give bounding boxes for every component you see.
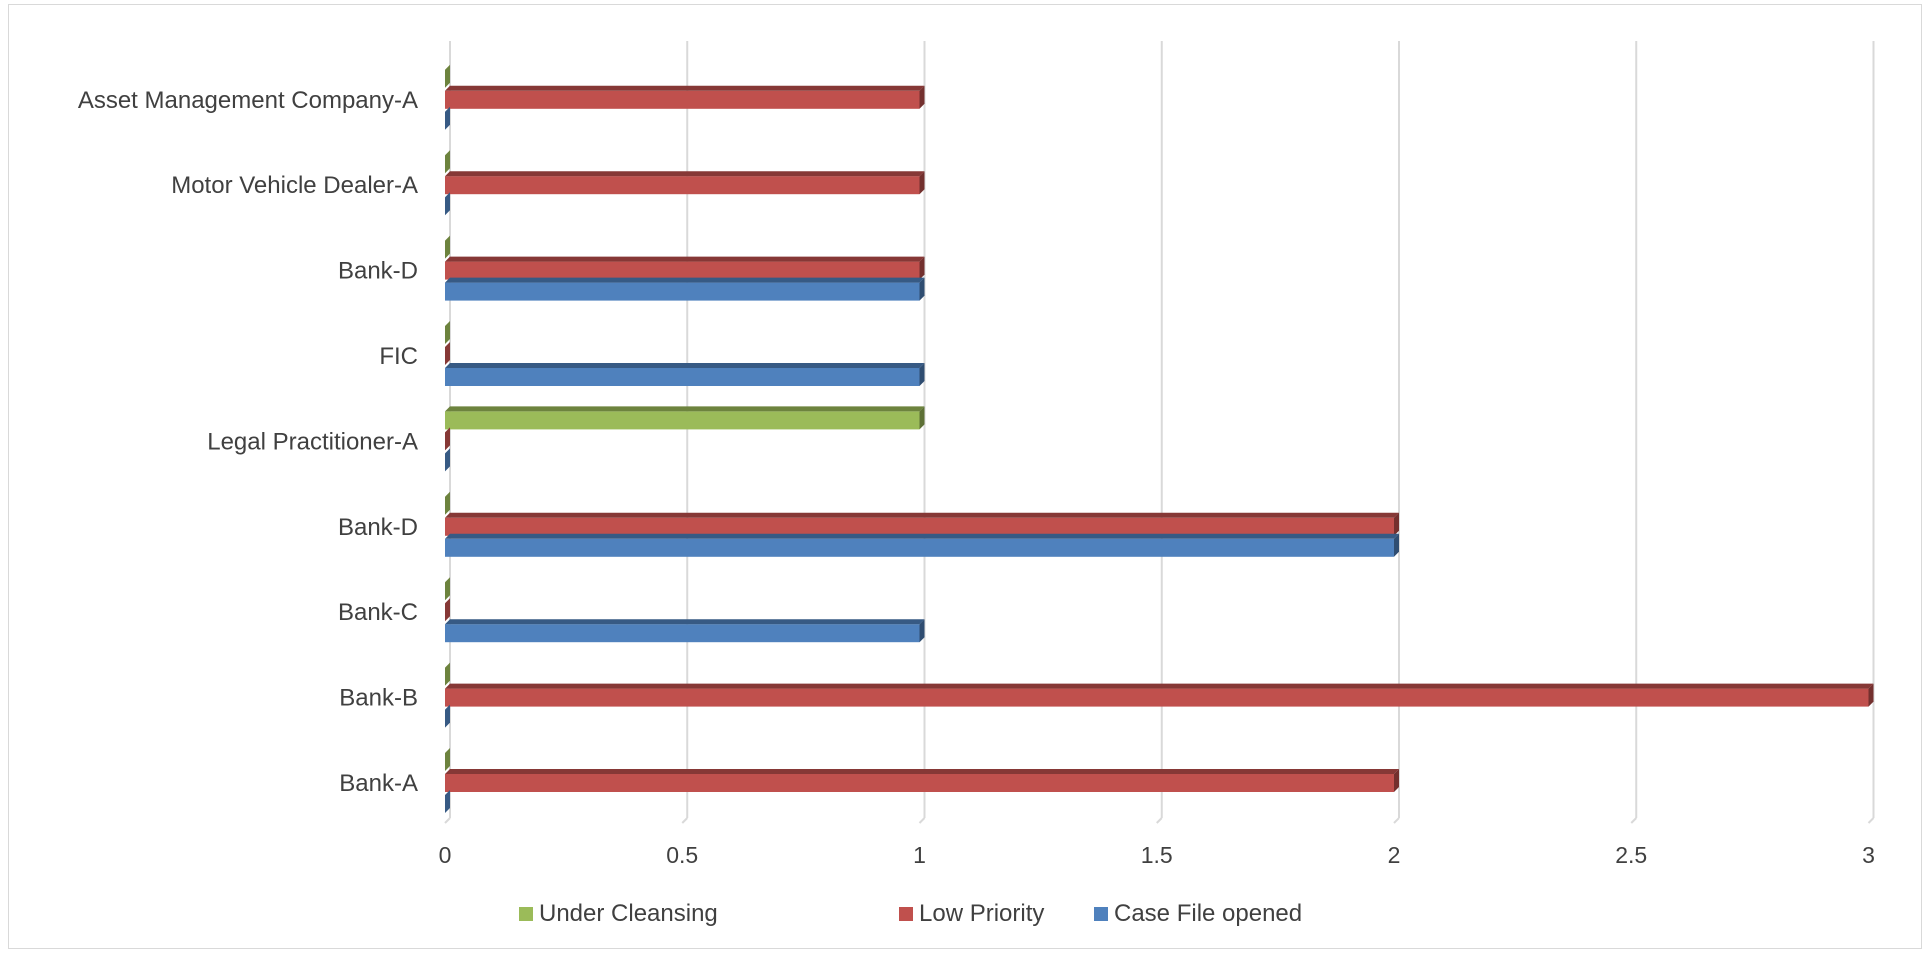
bar-low-priority [445,512,1399,536]
bar-case-file-opened [445,363,925,386]
category-label: Legal Practitioner-A [207,428,418,455]
legend-label: Low Priority [919,900,1044,927]
legend-item-low-priority: Low Priority [899,900,1044,927]
gridline-floor [444,817,451,824]
bar-case-file-opened [445,704,450,728]
gridline-floor [1393,817,1400,824]
gridline-floor [1630,817,1637,824]
legend: Under Cleansing Low Priority Case File ope… [519,900,1302,927]
legend-item-under-cleansing: Under Cleansing [519,900,718,927]
category-label: Bank-C [338,599,418,626]
category-label: Bank-A [339,770,418,797]
bar-case-file-opened [445,277,925,301]
bar-chart: Bank-A Bank-B Bank-C Bank-D Legal Practition… [78,41,1875,927]
x-tick-label: 0 [439,842,452,868]
bar-low-priority [445,342,450,365]
x-tick-labels: 0 0.5 1 1.5 2 2.5 3 [439,842,1875,868]
legend-swatch [519,907,533,921]
category-labels: Bank-A Bank-B Bank-C Bank-D Legal Practition… [78,87,418,797]
bar-under-cleansing [445,491,450,515]
category-label: Motor Vehicle Dealer-A [171,172,418,199]
chart-frame: Bank-A Bank-B Bank-C Bank-D Legal Practition… [8,4,1922,949]
x-tick-label: 1.5 [1141,842,1173,868]
bar-under-cleansing [445,748,450,771]
category-label: Bank-D [338,258,418,285]
bar-low-priority [445,85,925,109]
bar-case-file-opened [445,192,450,216]
gridline-floor [1867,817,1875,824]
bar-case-file-opened [445,106,450,130]
bar-under-cleansing [445,150,450,174]
bar-under-cleansing [445,321,450,344]
x-tick-label: 0.5 [666,842,698,868]
bar-low-priority [445,683,1874,707]
bar-low-priority [445,256,925,280]
gridline-floor [681,817,688,824]
bar-low-priority [445,427,450,451]
bar-under-cleansing [445,406,925,430]
bar-low-priority [445,769,1399,792]
x-tick-label: 3 [1862,842,1875,868]
bar-case-file-opened [445,790,450,813]
legend-swatch [899,907,913,921]
gridline-floor [918,817,926,824]
legend-label: Case File opened [1114,900,1302,927]
x-tick-label: 2.5 [1615,842,1647,868]
category-label: Bank-D [338,514,418,541]
bars [445,64,1874,813]
bar-low-priority [445,171,925,195]
bar-case-file-opened [445,448,450,472]
category-label: Bank-B [339,685,418,712]
x-tick-label: 1 [913,842,926,868]
category-label: Asset Management Company-A [78,87,418,114]
bar-under-cleansing [445,64,450,88]
legend-label: Under Cleansing [539,900,718,927]
bar-under-cleansing [445,577,450,601]
bar-case-file-opened [445,533,1399,557]
category-label: FIC [379,343,418,370]
bar-under-cleansing [445,662,450,686]
bar-under-cleansing [445,235,450,259]
legend-item-case-file-opened: Case File opened [1094,900,1302,927]
bar-low-priority [445,598,450,622]
gridline-floor [1156,817,1163,824]
legend-swatch [1094,907,1108,921]
bar-case-file-opened [445,619,925,643]
x-tick-label: 2 [1388,842,1401,868]
